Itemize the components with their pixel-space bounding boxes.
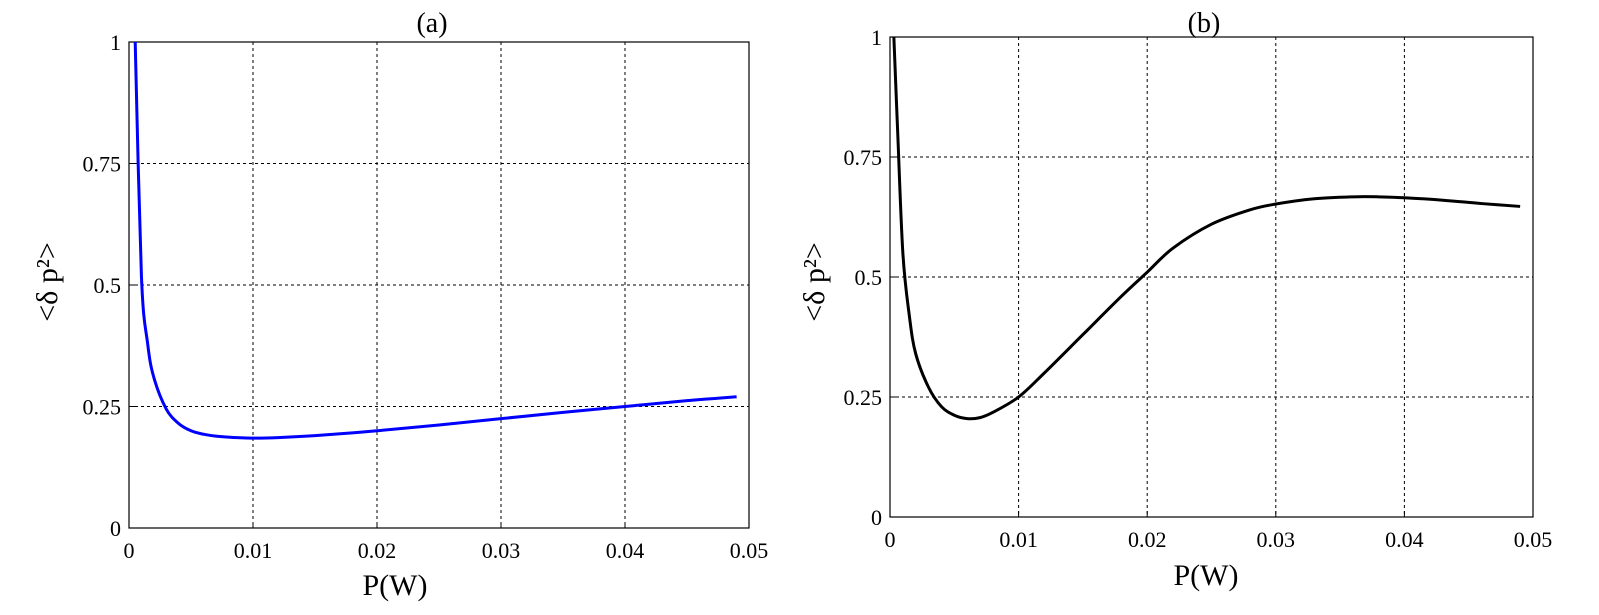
y-tick-labels: 0 0.25 0.5 0.75 1 [83, 30, 122, 541]
x-tick-label: 0.05 [730, 538, 769, 563]
y-tick-label: 1 [110, 30, 121, 55]
x-tick-label: 0.05 [1514, 527, 1553, 552]
x-tick-label: 0.03 [482, 538, 521, 563]
chart-panel-a: (a) 0 0.01 0.02 0.03 0.04 0.05 00.250.50.751 … [31, 8, 768, 602]
plot-frame [128, 41, 750, 529]
plot-frame [889, 36, 1534, 518]
x-tick-label: 0.04 [1385, 527, 1424, 552]
chart-panel-b: (b) 0 0.01 0.02 0.03 0.04 0.05 00.250.50.751 … [798, 8, 1552, 592]
y-tick-label: 0.25 [844, 385, 883, 410]
x-tick-label: 0.02 [1128, 527, 1167, 552]
y-tick-label: 0.75 [83, 152, 122, 177]
x-tick-label: 0 [124, 538, 135, 563]
x-tick-label: 0.03 [1257, 527, 1296, 552]
y-axis-label: <δ p²> [31, 242, 64, 321]
x-tick-label: 0.01 [234, 538, 273, 563]
y-tick-label: 1 [871, 25, 882, 50]
x-tick-label: 0.04 [606, 538, 645, 563]
chart-title: (a) [416, 8, 447, 39]
data-series-line [133, 41, 737, 440]
y-tick-label: 0 [871, 505, 882, 530]
y-tick-label: 0 [110, 516, 121, 541]
gridlines [889, 36, 1534, 518]
x-tick-labels: 0 0.01 0.02 0.03 0.04 0.05 [885, 527, 1553, 552]
y-tick-labels: 0 0.25 0.5 0.75 1 [844, 25, 883, 530]
y-tick-label: 0.5 [855, 265, 883, 290]
y-tick-label: 0.25 [83, 395, 122, 420]
gridlines [128, 41, 750, 529]
y-tick-label: 0.5 [94, 273, 122, 298]
x-tick-labels: 0 0.01 0.02 0.03 0.04 0.05 [124, 538, 769, 563]
chart-title: (b) [1188, 8, 1221, 39]
x-tick-label: 0.01 [999, 527, 1038, 552]
y-axis-label: <δ p²> [798, 242, 831, 321]
data-series-line [892, 36, 1521, 421]
x-tick-label: 0.02 [358, 538, 397, 563]
y-tick-label: 0.75 [844, 145, 883, 170]
x-tick-label: 0 [885, 527, 896, 552]
x-axis-label: P(W) [1174, 559, 1239, 592]
x-axis-label: P(W) [363, 569, 428, 602]
